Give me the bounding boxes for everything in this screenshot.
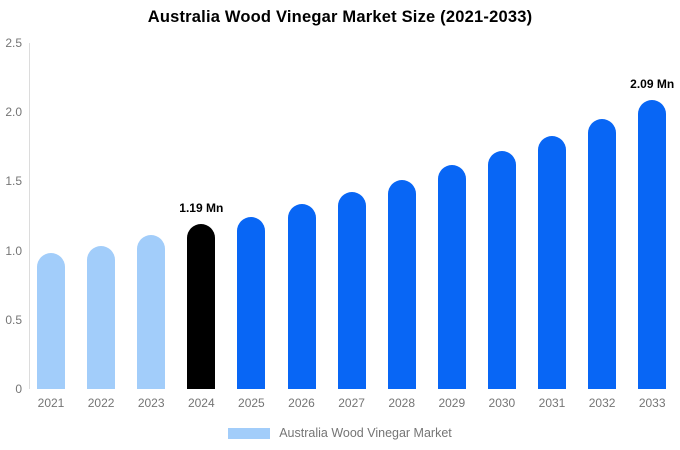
x-tick-label-2030: 2030 bbox=[488, 396, 516, 410]
bar-2024[interactable] bbox=[187, 224, 216, 389]
x-tick-label-2029: 2029 bbox=[438, 396, 466, 410]
bar-2021[interactable] bbox=[37, 253, 65, 389]
bar-2027[interactable] bbox=[337, 192, 366, 389]
x-tick-label-2024: 2024 bbox=[187, 396, 215, 410]
chart-title: Australia Wood Vinegar Market Size (2021… bbox=[147, 8, 533, 26]
x-tick-label-2023: 2023 bbox=[137, 396, 165, 410]
bar-2033[interactable] bbox=[638, 99, 667, 389]
y-tick-label: 0.5 bbox=[5, 312, 22, 327]
y-axis-line bbox=[29, 43, 30, 389]
bar-2030[interactable] bbox=[487, 150, 516, 389]
bar-2025[interactable] bbox=[237, 217, 266, 389]
legend[interactable]: Australia Wood Vinegar Market bbox=[0, 426, 680, 440]
bar-2028[interactable] bbox=[387, 180, 416, 389]
bar-2023[interactable] bbox=[137, 235, 166, 389]
bar-2031[interactable] bbox=[538, 135, 566, 389]
x-tick-label-2027: 2027 bbox=[338, 396, 365, 410]
legend-label: Australia Wood Vinegar Market bbox=[279, 426, 452, 440]
bar-2029[interactable] bbox=[437, 164, 466, 389]
x-tick-label-2031: 2031 bbox=[538, 396, 566, 410]
y-tick-label: 2.5 bbox=[5, 36, 22, 50]
bar-2032[interactable] bbox=[588, 119, 617, 389]
data-label-2024: 1.19 Mn bbox=[179, 201, 224, 216]
y-tick-label: 1.0 bbox=[5, 243, 22, 258]
x-tick-label-2032: 2032 bbox=[588, 396, 616, 410]
x-tick-label-2026: 2026 bbox=[288, 396, 315, 410]
x-tick-label-2021: 2021 bbox=[37, 396, 65, 410]
legend-swatch-icon bbox=[228, 427, 271, 439]
x-tick-label-2033: 2033 bbox=[638, 396, 666, 410]
y-tick-label: 1.5 bbox=[5, 174, 22, 189]
bar-2022[interactable] bbox=[87, 246, 116, 389]
x-tick-label-2022: 2022 bbox=[87, 396, 115, 410]
y-tick-label: 2.0 bbox=[5, 105, 22, 120]
y-tick-label: 0 bbox=[15, 382, 22, 396]
data-label-2033: 2.09 Mn bbox=[630, 76, 675, 91]
x-tick-label-2028: 2028 bbox=[388, 396, 416, 410]
x-tick-label-2025: 2025 bbox=[238, 396, 265, 410]
bar-2026[interactable] bbox=[287, 203, 316, 389]
